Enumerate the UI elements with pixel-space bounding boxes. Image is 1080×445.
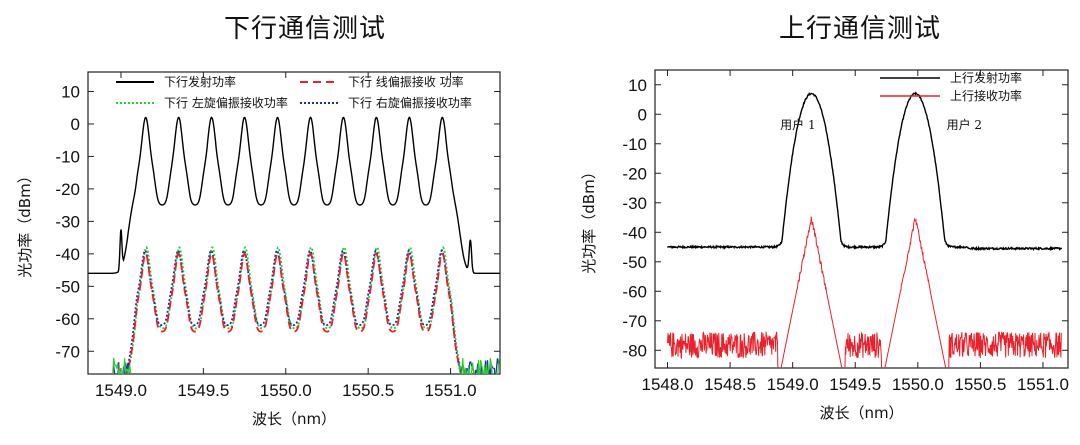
- x-tick-label: 1551.0: [1017, 375, 1069, 394]
- legend-label: 上行接收功率: [950, 88, 1022, 103]
- x-tick-label: 1549.0: [95, 381, 147, 400]
- y-tick-label: -10: [55, 147, 80, 166]
- x-tick-label: 1549.5: [829, 375, 881, 394]
- x-tick-label: 1550.0: [260, 381, 312, 400]
- plot-frame: [654, 69, 1069, 369]
- y-tick-label: 10: [628, 76, 647, 95]
- y-tick-label: 10: [61, 82, 80, 101]
- noise-trace: [112, 362, 130, 374]
- series-downlink-right-circular-line: [124, 249, 463, 374]
- y-tick-label: -70: [622, 312, 647, 331]
- y-tick-label: -80: [622, 341, 647, 360]
- legend-label: 上行发射功率: [950, 70, 1022, 85]
- legend-label: 下行 线偏振接收 功率: [348, 74, 464, 89]
- x-tick-label: 1551.0: [425, 381, 477, 400]
- x-tick-label: 1550.5: [954, 375, 1006, 394]
- y-tick-label: -30: [55, 212, 80, 231]
- y-tick-label: -40: [622, 223, 647, 242]
- chart-title-downlink: 下行通信测试: [223, 14, 386, 44]
- x-tick-label: 1550.5: [342, 381, 394, 400]
- y-tick-label: -70: [55, 342, 80, 361]
- noise-trace: [458, 358, 500, 374]
- chart-title-uplink: 上行通信测试: [778, 14, 941, 44]
- series-uplink-receive-line: [667, 216, 1062, 368]
- y-tick-label: 0: [71, 115, 80, 134]
- plot-area: [667, 91, 1063, 368]
- series-downlink-linear-line: [125, 252, 463, 374]
- y-axis-label: 光功率（dBm）: [580, 164, 598, 273]
- x-axis-label: 波长（nm）: [252, 410, 336, 428]
- series-uplink-transmit-line: [667, 91, 1063, 252]
- user-annotation: 用户 1: [780, 117, 815, 132]
- x-tick-label: 1548.5: [704, 375, 756, 394]
- x-tick-label: 1549.0: [767, 375, 819, 394]
- y-tick-label: -50: [622, 253, 647, 272]
- noise-trace: [458, 357, 500, 374]
- downlink-chart: 1549.0 1549.5 1550.0 1550.5 1551.0 10 0 -10 -20 -…: [16, 71, 501, 428]
- y-axis-label: 光功率（dBm）: [16, 168, 34, 277]
- legend-label: 下行发射功率: [164, 74, 236, 89]
- y-tick-label: -20: [622, 164, 647, 183]
- x-tick-label: 1549.5: [177, 381, 229, 400]
- x-tick-label: 1550.0: [892, 375, 944, 394]
- plot-area: [88, 116, 500, 374]
- y-tick-label: -40: [55, 245, 80, 264]
- y-tick-label: -50: [55, 277, 80, 296]
- user-annotation: 用户 2: [947, 117, 982, 132]
- y-tick-label: -20: [55, 180, 80, 199]
- x-axis-label: 波长（nm）: [819, 404, 903, 422]
- plot-frame: [87, 71, 501, 375]
- y-tick-label: 0: [638, 105, 647, 124]
- legend-label: 下行 左旋偏振接收功率: [164, 95, 288, 110]
- y-tick-label: -60: [622, 282, 647, 301]
- series-downlink-transmit-line: [88, 116, 500, 274]
- y-tick-label: -60: [55, 310, 80, 329]
- x-tick-label: 1548.0: [642, 375, 694, 394]
- noise-trace: [112, 357, 132, 374]
- legend-label: 下行 右旋偏振接收功率: [348, 95, 472, 110]
- y-tick-label: -10: [622, 135, 647, 154]
- y-tick-label: -30: [622, 194, 647, 213]
